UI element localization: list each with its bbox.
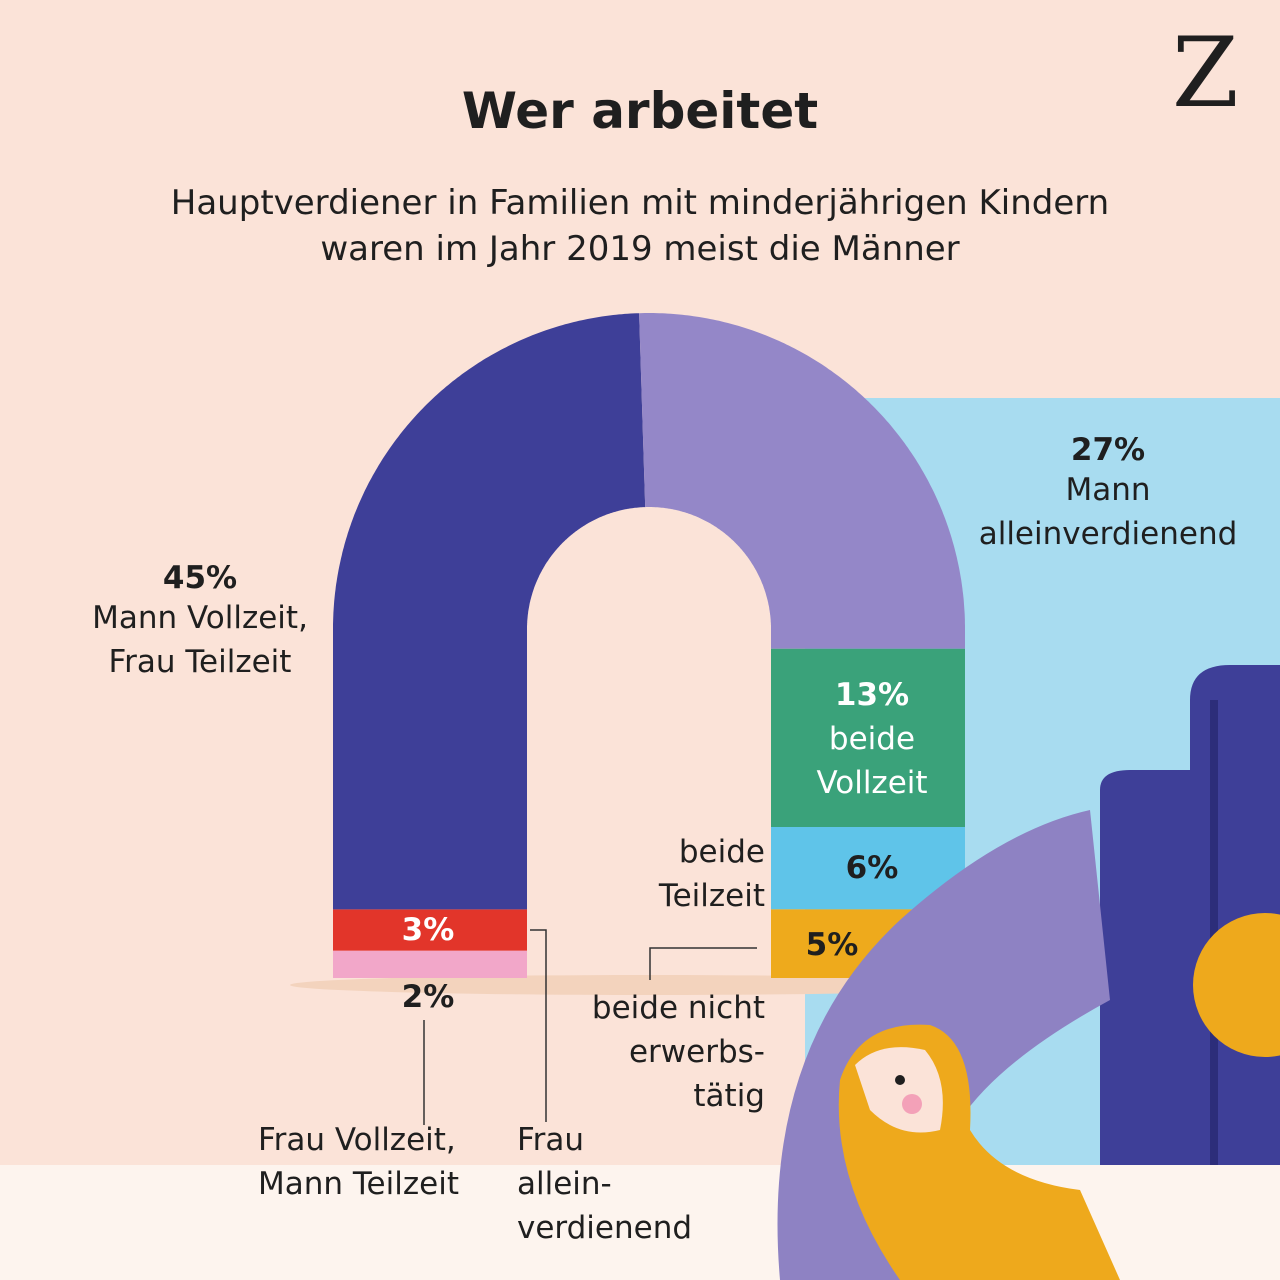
value-label: 2% bbox=[401, 979, 455, 1015]
category-label: Mann Vollzeit, Frau Teilzeit bbox=[92, 600, 308, 680]
chart-title: Wer arbeitet bbox=[461, 82, 819, 140]
shadow bbox=[290, 975, 1010, 995]
bar-segment bbox=[333, 950, 527, 978]
bar-segment bbox=[771, 648, 965, 827]
value-label: 13% bbox=[834, 677, 910, 713]
category-label: beide Vollzeit bbox=[816, 721, 928, 801]
leader-line bbox=[649, 947, 757, 980]
decoration-bars bbox=[1210, 700, 1218, 1165]
value-label: 27% bbox=[1070, 432, 1146, 468]
chart-subtitle: Hauptverdiener in Familien mit minderjäh… bbox=[170, 183, 1110, 269]
value-label: 6% bbox=[845, 850, 899, 886]
logo: Z bbox=[1172, 17, 1239, 129]
bar-segment bbox=[333, 909, 527, 951]
category-label: Frau Vollzeit, Mann Teilzeit bbox=[258, 1122, 459, 1202]
category-label: Frau allein- verdienend bbox=[517, 1122, 693, 1246]
value-label: 3% bbox=[401, 912, 455, 948]
decoration-figure bbox=[902, 1094, 922, 1114]
bar-segment bbox=[639, 313, 965, 649]
leader-line bbox=[530, 929, 547, 1122]
category-label: beide nicht erwerbs- tätig bbox=[591, 990, 765, 1114]
decoration-figure bbox=[855, 1047, 943, 1133]
value-label: 5% bbox=[805, 927, 859, 963]
decoration-figure bbox=[895, 1075, 905, 1085]
bar-segment bbox=[771, 827, 965, 910]
bar-segment bbox=[333, 313, 646, 910]
decoration-figure bbox=[1193, 913, 1280, 1057]
leader-lines bbox=[423, 929, 757, 1125]
category-label: beide Teilzeit bbox=[658, 834, 765, 914]
value-label: 45% bbox=[162, 560, 238, 596]
category-label: Mann alleinverdienend bbox=[978, 472, 1238, 552]
